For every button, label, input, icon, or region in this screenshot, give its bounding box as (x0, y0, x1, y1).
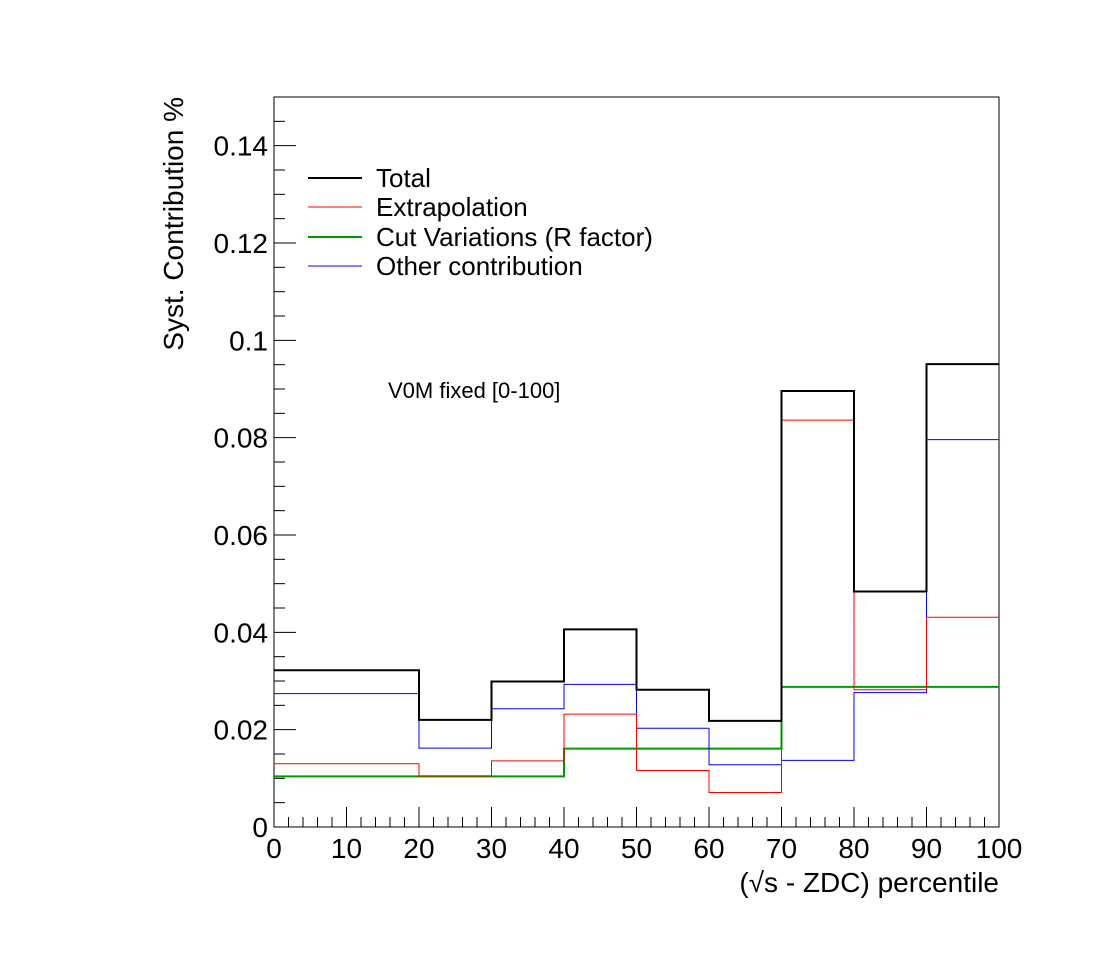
x-axis-title: (√s - ZDC) percentile (739, 867, 999, 898)
annotation-text: V0M fixed [0-100] (388, 378, 560, 403)
x-tick-label: 70 (766, 833, 797, 864)
x-tick-label: 60 (693, 833, 724, 864)
y-tick-label: 0.04 (214, 617, 269, 648)
x-tick-label: 10 (331, 833, 362, 864)
legend-label-extrapolation: Extrapolation (376, 192, 528, 222)
legend-label-total: Total (376, 163, 431, 193)
y-tick-label: 0.1 (229, 325, 268, 356)
x-tick-label: 20 (403, 833, 434, 864)
y-tick-label: 0.02 (214, 715, 269, 746)
x-tick-label: 40 (548, 833, 579, 864)
y-axis-title: Syst. Contribution % (158, 97, 189, 351)
x-tick-label: 90 (911, 833, 942, 864)
x-axis-ticks (273, 807, 1000, 827)
series-layer (274, 363, 999, 793)
x-tick-label: 80 (838, 833, 869, 864)
y-tick-label: 0.14 (214, 131, 269, 162)
y-tick-label: 0.06 (214, 520, 269, 551)
x-tick-label: 30 (476, 833, 507, 864)
legend-label-cut-variations-r-factor: Cut Variations (R factor) (376, 222, 653, 252)
y-tick-label: 0 (252, 812, 268, 843)
series-line-extrapolation (274, 419, 999, 793)
series-line-total (274, 363, 999, 722)
y-tick-label: 0.08 (214, 423, 269, 454)
x-tick-label: 0 (266, 833, 282, 864)
x-tick-label: 100 (976, 833, 1023, 864)
y-tick-label: 0.12 (214, 228, 269, 259)
y-axis-tick-labels: 0 0.02 0.04 0.06 0.08 0.1 0.12 0.14 (214, 131, 269, 843)
x-tick-label: 50 (621, 833, 652, 864)
series-line-other-contribution (274, 439, 999, 766)
legend-label-other-contribution: Other contribution (376, 251, 583, 281)
x-axis-tick-labels: 0 10 20 30 40 50 60 70 80 90 100 (266, 833, 1022, 864)
y-axis-ticks (274, 96, 296, 828)
